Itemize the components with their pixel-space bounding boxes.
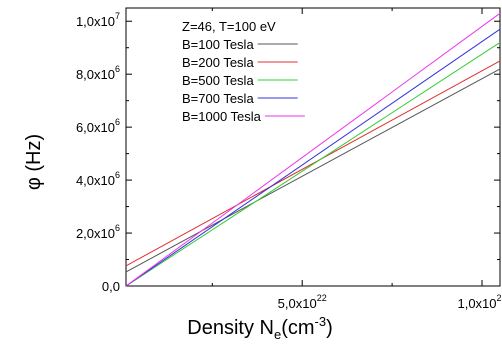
y-tick-label: 4,0x106: [76, 170, 120, 188]
plot-area: [125, 7, 501, 287]
y-axis: 0,0 2,0x106 4,0x106 6,0x106 8,0x106 1,0x107: [76, 11, 500, 294]
legend-label: B=100 Tesla: [182, 37, 254, 52]
legend-label: B=1000 Tesla: [182, 109, 262, 124]
legend: B=100 Tesla B=200 Tesla B=500 Tesla B=700 T…: [182, 37, 305, 124]
x-axis-title: Density Ne(cm-3): [187, 314, 333, 342]
y-tick-label: 2,0x106: [76, 223, 120, 241]
x-axis-unit-sup: -3: [315, 314, 327, 329]
x-tick-label: 5,0x1022: [278, 293, 327, 311]
y-tick-label: 6,0x106: [76, 117, 120, 135]
series-line: [125, 12, 501, 287]
chart-annotation: Z=46, T=100 eV: [182, 19, 276, 34]
x-axis: 5,0x1022 1,0x1023: [211, 8, 502, 311]
x-tick-label: 1,0x1023: [457, 293, 502, 311]
legend-label: B=200 Tesla: [182, 55, 254, 70]
series-line: [125, 28, 501, 287]
series-lines: [125, 12, 501, 287]
legend-label: B=700 Tesla: [182, 91, 254, 106]
x-axis-unit-close: ): [326, 317, 333, 339]
svg-text:φ (Hz): φ (Hz): [23, 134, 45, 190]
x-axis-main: Density N: [187, 317, 274, 339]
series-line: [125, 68, 501, 273]
plot-border: [125, 7, 501, 287]
y-tick-label: 8,0x106: [76, 64, 120, 82]
y-tick-label: 1,0x107: [76, 11, 120, 29]
x-axis-unit-open: (cm: [281, 317, 314, 339]
legend-label: B=500 Tesla: [182, 73, 254, 88]
y-axis-title: φ (Hz): [23, 134, 45, 190]
y-tick-label: 0,0: [102, 279, 120, 294]
y-axis-symbol: φ: [23, 177, 45, 190]
y-axis-unit: (Hz): [23, 134, 45, 177]
series-line: [125, 42, 501, 287]
x-axis-sub: e: [274, 327, 281, 342]
series-line: [125, 60, 501, 267]
